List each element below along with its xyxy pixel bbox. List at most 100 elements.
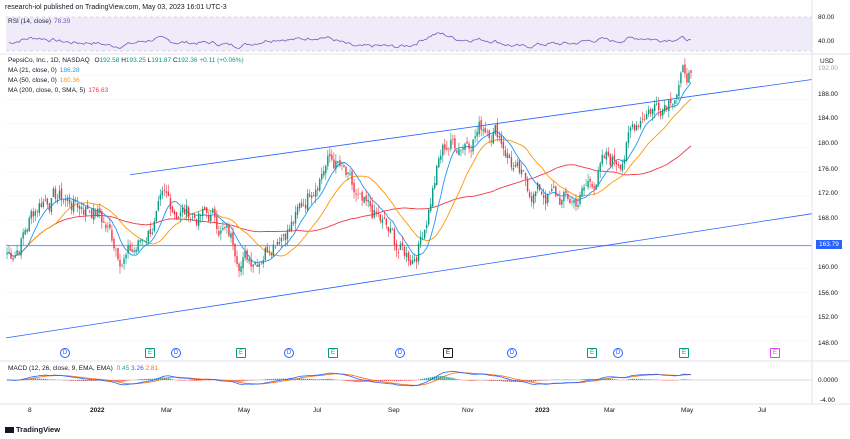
candle-body bbox=[139, 240, 141, 243]
candle-body bbox=[415, 257, 418, 263]
candle-body bbox=[310, 195, 313, 198]
candle-body bbox=[270, 253, 273, 256]
candle-body bbox=[547, 193, 549, 203]
candle-body bbox=[490, 140, 492, 142]
ma200-legend[interactable]: MA (200, close, 0, SMA, 5) 176.63 bbox=[8, 87, 108, 94]
candle-body bbox=[256, 264, 258, 267]
candle-body bbox=[621, 164, 624, 171]
candle-body bbox=[597, 170, 599, 186]
ma50-line bbox=[6, 98, 692, 257]
candle-body bbox=[563, 191, 565, 202]
candle-body bbox=[658, 102, 660, 111]
macd-histogram-bar bbox=[609, 378, 611, 380]
macd-histogram-bar bbox=[488, 380, 490, 381]
main-legend[interactable]: PepsiCo, Inc., 1D, NASDAQ O192.58 H193.2… bbox=[8, 57, 244, 64]
candle-body bbox=[95, 209, 97, 216]
candle-body bbox=[389, 228, 392, 233]
candle-body bbox=[553, 186, 555, 189]
level-price-badge[interactable]: 163.79 bbox=[816, 240, 842, 249]
main-panel bbox=[5, 58, 813, 342]
macd-histogram-bar bbox=[371, 380, 373, 382]
macd-histogram-bar bbox=[268, 379, 271, 380]
candle-body bbox=[228, 224, 230, 237]
candle-body bbox=[339, 159, 341, 167]
earnings-event-marker[interactable]: E bbox=[770, 348, 780, 358]
candle-body bbox=[686, 73, 688, 83]
candle-body bbox=[690, 70, 692, 73]
macd-histogram-bar bbox=[369, 380, 371, 382]
macd-histogram-bar bbox=[508, 380, 511, 382]
panel-separators bbox=[0, 0, 850, 405]
macd-histogram-bar bbox=[68, 380, 71, 381]
dividend-event-marker[interactable]: D bbox=[171, 348, 181, 358]
candle-body bbox=[381, 219, 383, 223]
candle-body bbox=[458, 149, 460, 155]
candle-body bbox=[680, 72, 682, 84]
earnings-event-marker[interactable]: E bbox=[328, 348, 338, 358]
candle-body bbox=[577, 205, 579, 207]
ma21-legend[interactable]: MA (21, close, 0) 186.28 bbox=[8, 67, 80, 74]
macd-histogram-bar bbox=[643, 379, 646, 380]
macd-histogram-bar bbox=[397, 380, 400, 382]
macd-legend[interactable]: MACD (12, 26, close, 9, EMA, EMA) 0.45 3… bbox=[8, 365, 158, 372]
candle-body bbox=[218, 231, 220, 236]
dividend-event-marker[interactable]: D bbox=[613, 348, 623, 358]
candle-body bbox=[662, 109, 664, 116]
candle-body bbox=[385, 218, 388, 225]
candle-body bbox=[601, 154, 603, 164]
macd-histogram-bar bbox=[585, 378, 587, 380]
candle-body bbox=[149, 229, 151, 235]
candle-body bbox=[361, 191, 363, 201]
candle-body bbox=[391, 229, 394, 231]
macd-histogram-bar bbox=[84, 380, 87, 382]
candle-body bbox=[508, 155, 511, 158]
rsi-legend[interactable]: RSI (14, close) 78.39 bbox=[8, 18, 70, 25]
macd-histogram-bar bbox=[454, 378, 456, 380]
candle-body bbox=[647, 109, 650, 115]
candle-body bbox=[611, 156, 614, 166]
candle-body bbox=[214, 208, 216, 218]
macd-histogram-bar bbox=[611, 378, 614, 380]
macd-histogram-bar bbox=[171, 379, 174, 380]
candle-body bbox=[6, 253, 8, 255]
candle-body bbox=[72, 198, 75, 212]
candle-body bbox=[87, 204, 89, 210]
macd-histogram-bar bbox=[682, 379, 684, 380]
macd-histogram-bar bbox=[325, 379, 327, 380]
macd-histogram-bar bbox=[115, 380, 117, 382]
candle-body bbox=[538, 184, 541, 191]
macd-histogram-bar bbox=[411, 380, 414, 381]
earnings-event-marker[interactable]: E bbox=[145, 348, 155, 358]
macd-histogram-bar bbox=[452, 377, 454, 380]
macd-histogram-bar bbox=[504, 380, 507, 382]
earnings-event-marker[interactable]: E bbox=[587, 348, 597, 358]
candle-body bbox=[242, 257, 244, 269]
macd-histogram-bar bbox=[583, 379, 585, 380]
candle-body bbox=[387, 226, 390, 232]
ma50-legend[interactable]: MA (50, close, 0) 180.36 bbox=[8, 77, 80, 84]
dividend-event-marker[interactable]: D bbox=[284, 348, 294, 358]
dividend-event-marker[interactable]: D bbox=[507, 348, 517, 358]
tradingview-logo[interactable]: TradingView bbox=[5, 425, 60, 434]
candle-body bbox=[593, 186, 595, 189]
candle-body bbox=[191, 216, 194, 218]
macd-histogram-bar bbox=[153, 378, 156, 380]
earnings-event-marker[interactable]: E bbox=[236, 348, 246, 358]
candle-body bbox=[290, 221, 293, 231]
macd-histogram-bar bbox=[97, 380, 99, 381]
macd-histogram-bar bbox=[641, 379, 644, 380]
earnings-event-marker[interactable]: E bbox=[679, 348, 689, 358]
candle-body bbox=[617, 164, 620, 166]
macd-histogram-bar bbox=[427, 377, 430, 380]
candle-body bbox=[282, 234, 285, 236]
candle-body bbox=[62, 200, 65, 202]
tradingview-logo-text: TradingView bbox=[16, 425, 61, 434]
dividend-event-marker[interactable]: D bbox=[395, 348, 405, 358]
macd-histogram-bar bbox=[357, 380, 359, 383]
macd-histogram-bar bbox=[290, 378, 293, 380]
dividend-event-marker[interactable]: D bbox=[60, 348, 70, 358]
earnings-event-marker[interactable]: E bbox=[443, 348, 453, 358]
candle-body bbox=[653, 104, 656, 111]
macd-histogram-bar bbox=[329, 378, 331, 380]
